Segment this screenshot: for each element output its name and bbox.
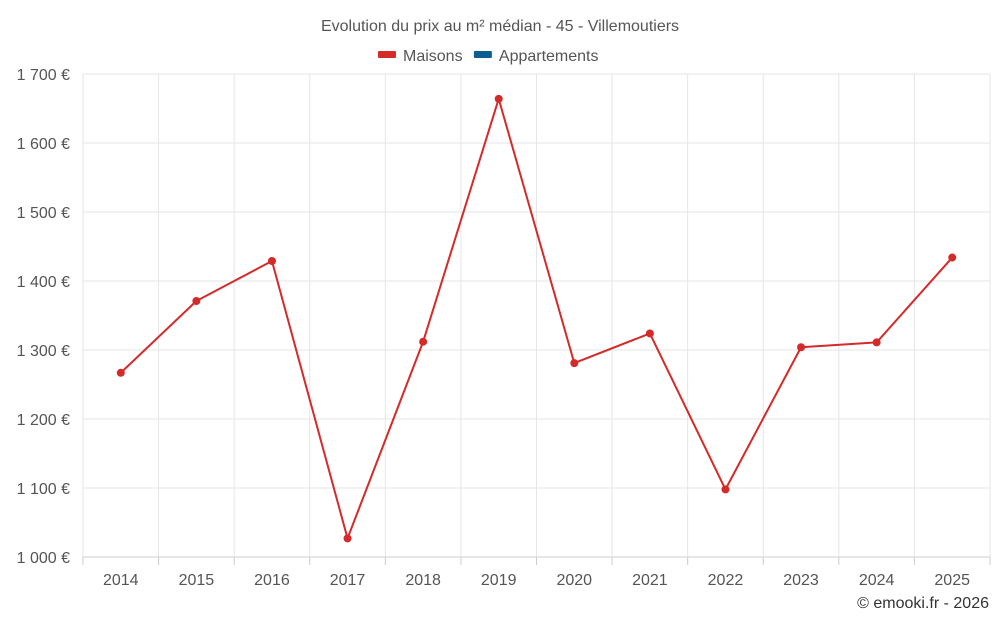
- credit-text[interactable]: © emooki.fr - 2026: [857, 595, 989, 612]
- x-tick-label: 2015: [179, 572, 215, 589]
- x-tick-label: 2017: [330, 572, 366, 589]
- x-tick-label: 2023: [783, 572, 819, 589]
- chart-title: Evolution du prix au m² médian - 45 - Vi…: [321, 18, 679, 35]
- x-tick-label: 2016: [254, 572, 290, 589]
- data-point: [267, 256, 276, 265]
- x-tick-label: 2022: [708, 572, 744, 589]
- y-tick-label: 1 400 €: [17, 274, 70, 291]
- x-tick-label: 2021: [632, 572, 668, 589]
- x-axis: 2014 2015 2016 2017 2018 2019 2020 2021 2022 2023…: [103, 572, 970, 589]
- data-point: [494, 94, 503, 103]
- y-tick-label: 1 200 €: [17, 412, 70, 429]
- legend: Maisons Appartements: [378, 48, 599, 65]
- data-point: [116, 368, 125, 377]
- data-point: [721, 485, 730, 494]
- data-point: [570, 359, 579, 368]
- data-point: [872, 338, 881, 347]
- data-point: [419, 337, 428, 346]
- legend-label: Maisons: [403, 48, 463, 65]
- data-point: [797, 343, 806, 352]
- y-tick-label: 1 100 €: [17, 481, 70, 498]
- grid: [82, 73, 991, 565]
- y-tick-label: 1 300 €: [17, 343, 70, 360]
- legend-item: Maisons: [378, 48, 463, 65]
- series-layer: [116, 94, 957, 543]
- legend-swatch: [473, 51, 492, 58]
- legend-label: Appartements: [499, 48, 599, 65]
- x-tick-label: 2020: [556, 572, 592, 589]
- y-tick-label: 1 500 €: [17, 205, 70, 222]
- data-point: [192, 297, 201, 306]
- x-tick-label: 2025: [934, 572, 970, 589]
- y-tick-label: 1 000 €: [17, 550, 70, 567]
- legend-swatch: [378, 51, 396, 58]
- data-point: [343, 534, 352, 543]
- series-line-maisons: [120, 97, 953, 540]
- y-tick-label: 1 700 €: [17, 67, 70, 84]
- x-tick-label: 2019: [481, 572, 517, 589]
- data-point: [645, 329, 654, 338]
- data-point: [948, 253, 957, 262]
- y-tick-label: 1 600 €: [17, 136, 70, 153]
- legend-item: Appartements: [473, 48, 599, 65]
- x-tick-label: 2018: [405, 572, 441, 589]
- x-tick-label: 2014: [103, 572, 139, 589]
- y-axis: 1 000 € 1 100 € 1 200 € 1 300 € 1 400 € 1 500…: [17, 67, 70, 567]
- x-tick-label: 2024: [859, 572, 895, 589]
